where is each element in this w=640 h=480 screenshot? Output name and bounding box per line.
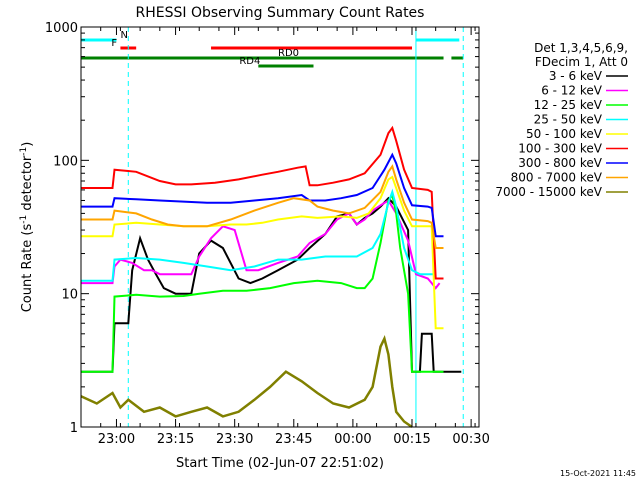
x-tick-label: 00:30 xyxy=(452,432,489,447)
flag-label: RD4 xyxy=(239,56,260,67)
legend-header-line: Det 1,3,4,5,6,9, xyxy=(534,41,628,55)
axis-ticks: 23:00 23:15 23:30 23:45 00:00 00:15 00:30 1 10 10… xyxy=(45,21,490,447)
x-axis-label: Start Time (02-Jun-07 22:51:02) xyxy=(176,456,384,471)
legend: Det 1,3,4,5,6,9, FDecim 1, Att 0 3 - 6 k… xyxy=(495,41,628,199)
series-line xyxy=(81,164,444,249)
x-tick-label: 00:00 xyxy=(334,432,371,447)
y-tick-label: 1 xyxy=(70,421,78,436)
flag-label: N xyxy=(120,30,127,41)
y-axis-label-part: ) xyxy=(20,142,35,147)
y-axis-label-part: detector xyxy=(20,155,35,215)
plot-frame xyxy=(80,26,480,428)
flag-label: F xyxy=(111,38,117,49)
legend-entry-label: 3 - 6 keV xyxy=(549,69,603,83)
y-tick-label: 10 xyxy=(61,288,78,303)
footer-date: 15-Oct-2021 11:45 xyxy=(560,469,636,478)
series-line xyxy=(81,125,444,280)
series-layer xyxy=(80,125,462,429)
legend-entry-label: 6 - 12 keV xyxy=(541,84,603,98)
legend-entry-label: 100 - 300 keV xyxy=(518,142,602,156)
series-line xyxy=(81,196,462,373)
y-axis-label-superscript: -1 xyxy=(19,147,29,156)
legend-entry-label: 300 - 800 keV xyxy=(518,156,602,170)
x-tick-label: 23:30 xyxy=(216,432,253,447)
x-tick-label: 23:15 xyxy=(157,432,194,447)
y-tick-label: 1000 xyxy=(45,21,78,36)
series-line xyxy=(80,334,413,429)
flag-label: RD0 xyxy=(278,48,299,59)
y-axis-label: Count Rate (s-1 detector-1) xyxy=(19,142,35,313)
legend-entry-label: 800 - 7000 keV xyxy=(511,171,603,185)
x-tick-label: 00:15 xyxy=(393,432,430,447)
series-line xyxy=(81,192,444,373)
x-tick-label: 23:00 xyxy=(98,432,135,447)
y-tick-label: 100 xyxy=(53,154,78,169)
legend-entry-label: 12 - 25 keV xyxy=(534,98,603,112)
x-tick-label: 23:45 xyxy=(275,432,312,447)
y-axis-label-superscript: -1 xyxy=(19,215,29,224)
legend-entry-label: 50 - 100 keV xyxy=(526,127,603,141)
series-line xyxy=(81,188,436,282)
legend-entry-label: 25 - 50 keV xyxy=(534,113,603,127)
chart-title: RHESSI Observing Summary Count Rates xyxy=(136,5,425,21)
flags-layer: NF RD0 RD4 xyxy=(81,30,464,68)
legend-entry-label: 7000 - 15000 keV xyxy=(495,185,602,199)
y-axis-label-part: Count Rate (s xyxy=(20,224,35,313)
series-line xyxy=(81,152,444,238)
legend-header-line: FDecim 1, Att 0 xyxy=(535,55,628,69)
